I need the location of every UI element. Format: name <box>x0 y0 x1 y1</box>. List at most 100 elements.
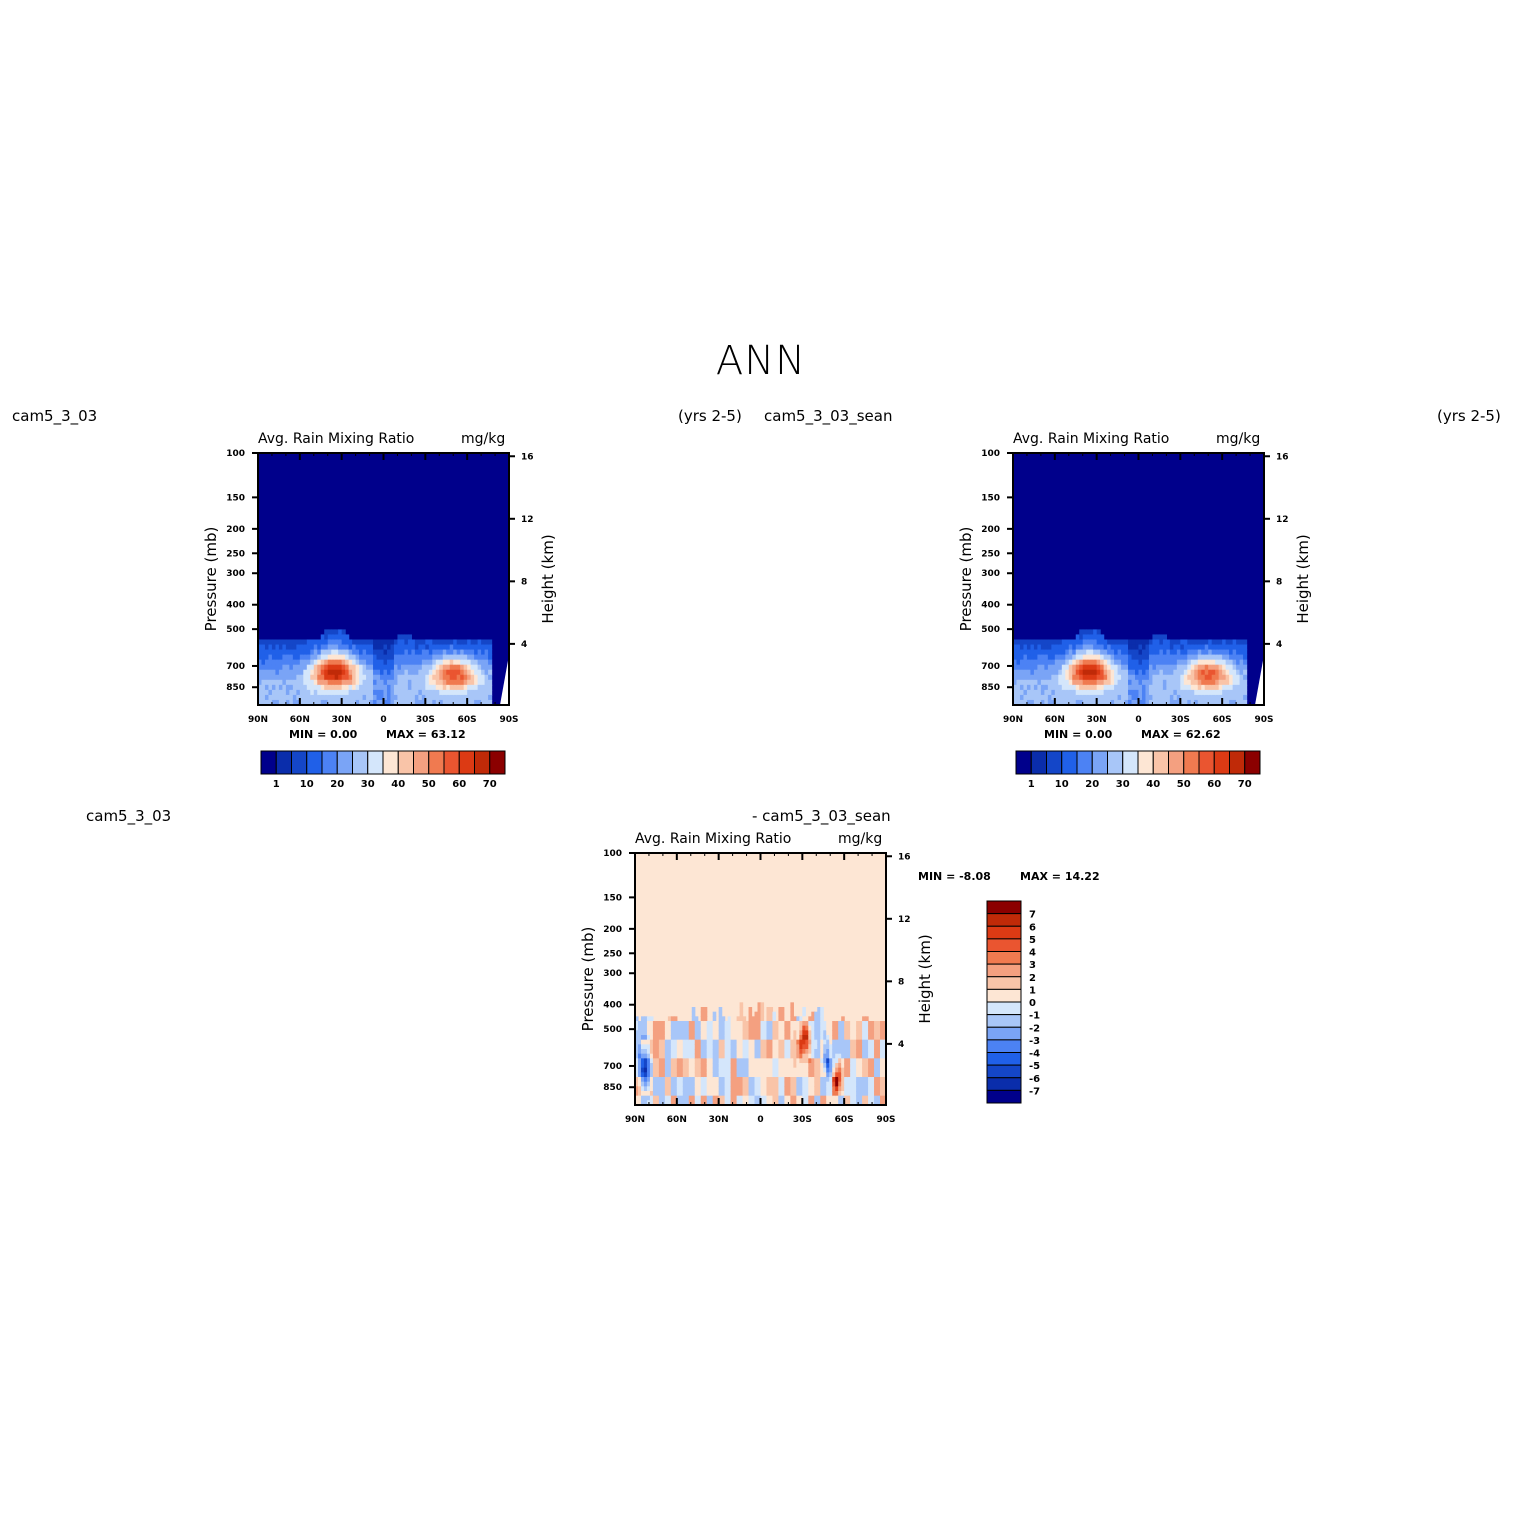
field-cell <box>709 1063 714 1069</box>
field-cell <box>691 1095 696 1101</box>
field-cell <box>712 1058 717 1064</box>
field-cell <box>1061 689 1066 696</box>
field-cell <box>1152 659 1157 666</box>
field-cell <box>700 1067 705 1073</box>
field-cell <box>1145 654 1150 661</box>
field-cell <box>811 1011 815 1017</box>
field-cell <box>709 1095 714 1101</box>
field-cell <box>1201 654 1206 661</box>
colorbar-swatch <box>986 1039 1022 1053</box>
field-cell <box>477 664 482 671</box>
field-cell <box>709 1044 714 1050</box>
field-cell <box>667 1081 672 1087</box>
field-cell <box>1051 684 1056 691</box>
colorbar-swatch <box>1168 750 1185 775</box>
field-cell <box>718 1044 723 1050</box>
field-cell <box>376 639 381 646</box>
field-cell <box>331 674 336 681</box>
field-cell <box>404 659 409 666</box>
field-cell <box>745 1091 750 1097</box>
panel3-case-label: cam5_3_03 <box>86 807 172 825</box>
field-cell <box>640 1081 645 1087</box>
field-cell <box>706 1081 711 1087</box>
field-cell <box>1135 684 1140 691</box>
field-cell <box>1135 654 1140 661</box>
field-cell <box>673 1035 678 1041</box>
field-cell <box>1033 669 1039 676</box>
field-cell <box>646 1081 651 1087</box>
field-cell <box>649 1067 654 1073</box>
field-cell <box>369 649 374 656</box>
field-cell <box>733 1063 738 1069</box>
field-cell <box>1114 689 1119 696</box>
field-cell <box>1030 644 1035 651</box>
panel1-years-label: (yrs 2-5) <box>678 407 742 425</box>
field-cell <box>635 1077 639 1083</box>
field-cell <box>278 664 284 671</box>
field-cell <box>1232 694 1237 701</box>
field-cell <box>407 684 412 691</box>
field-cell <box>310 694 315 701</box>
field-cell <box>667 1039 672 1045</box>
field-cell <box>1232 654 1237 661</box>
field-cell <box>1082 649 1087 656</box>
field-cell <box>1058 644 1063 651</box>
field-cell <box>348 659 353 666</box>
field-cell <box>446 639 451 646</box>
field-cell <box>727 1100 732 1106</box>
field-cell <box>386 664 392 671</box>
field-cell <box>661 1100 666 1106</box>
field-cell <box>481 669 486 676</box>
field-cell <box>1211 679 1216 686</box>
field-cell <box>1019 679 1025 686</box>
field-cell <box>404 644 409 651</box>
field-cell <box>467 659 472 666</box>
field-cell <box>811 1039 815 1045</box>
field-cell <box>754 1077 759 1083</box>
field-cell <box>724 1025 729 1031</box>
field-cell <box>760 1081 765 1087</box>
field-cell <box>868 1100 872 1106</box>
field-cell <box>292 694 297 701</box>
field-cell <box>1225 669 1230 676</box>
field-cell <box>739 1016 744 1022</box>
field-cell <box>428 679 433 686</box>
field-cell <box>757 1039 762 1045</box>
field-cell <box>362 639 367 646</box>
field-cell <box>682 1086 687 1092</box>
field-cell <box>835 1035 839 1041</box>
field-cell <box>1019 669 1025 676</box>
field-cell <box>784 1011 788 1017</box>
field-cell <box>380 679 385 686</box>
field-cell <box>1208 644 1213 651</box>
field-cell <box>754 1030 759 1036</box>
field-cell <box>799 1095 803 1101</box>
field-cell <box>718 1049 723 1055</box>
field-cell <box>727 1081 732 1087</box>
field-cell <box>1093 689 1098 696</box>
field-cell <box>1166 649 1171 656</box>
field-cell <box>463 654 468 661</box>
field-cell <box>1110 684 1115 691</box>
colorbar-label: 1 <box>273 779 280 790</box>
field-cell <box>865 1081 869 1087</box>
field-cell <box>393 659 399 666</box>
field-cell <box>847 1039 851 1045</box>
field-cell <box>1047 649 1052 656</box>
field-cell <box>1061 699 1066 706</box>
field-cell <box>317 689 322 696</box>
field-cell <box>697 1100 702 1106</box>
field-cell <box>467 639 472 646</box>
field-cell <box>1054 654 1059 661</box>
field-cell <box>1239 654 1244 661</box>
field-cell <box>1152 664 1157 671</box>
field-cell <box>841 1081 845 1087</box>
field-cell <box>1054 699 1059 706</box>
field-cell <box>362 674 367 681</box>
field-cell <box>754 1025 759 1031</box>
field-cell <box>670 1021 675 1027</box>
field-cell <box>1114 684 1119 691</box>
field-cell <box>811 1100 815 1106</box>
field-cell <box>1232 669 1237 676</box>
field-cell <box>1218 664 1223 671</box>
